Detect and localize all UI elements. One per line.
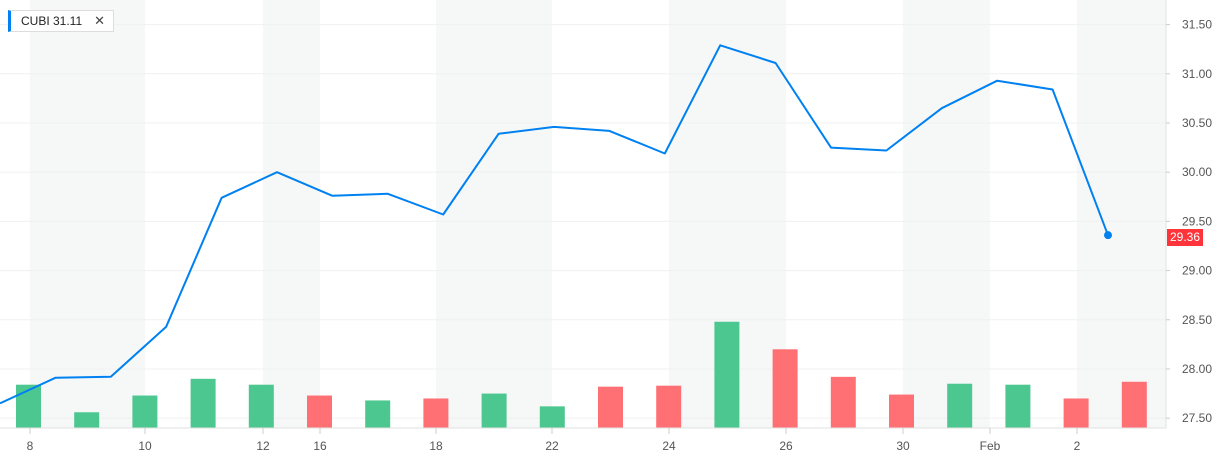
volume-bar xyxy=(656,385,682,428)
volume-bar xyxy=(16,384,41,428)
volume-bar xyxy=(423,398,449,428)
x-tick-label: 12 xyxy=(256,439,270,453)
x-tick-label: 16 xyxy=(313,439,327,453)
volume-bars xyxy=(16,321,1147,428)
volume-bar xyxy=(1005,384,1031,428)
volume-bar xyxy=(772,349,798,428)
volume-bar xyxy=(539,406,565,428)
background-band xyxy=(436,0,552,428)
y-tick-label: 30.00 xyxy=(1182,165,1212,179)
legend-label: CUBI 31.11 xyxy=(21,14,83,28)
y-axis: 27.50 28.00 28.50 29.00 29.50 30.00 30.50 31.00… xyxy=(1166,18,1212,425)
y-tick-label: 31.00 xyxy=(1182,67,1212,81)
price-line xyxy=(0,44,1109,405)
x-tick-label: 26 xyxy=(779,439,793,453)
x-tick-label: 30 xyxy=(896,439,910,453)
background-band xyxy=(30,0,145,428)
y-tick-label: 27.50 xyxy=(1182,411,1212,425)
x-tick-label: 10 xyxy=(138,439,152,453)
volume-bar xyxy=(1121,381,1147,428)
x-tick-label: 8 xyxy=(27,439,34,453)
volume-bar xyxy=(74,412,100,428)
close-icon[interactable]: ✕ xyxy=(94,13,106,28)
y-tick-label: 31.50 xyxy=(1182,18,1212,32)
background-band xyxy=(263,0,320,428)
series-legend[interactable]: CUBI 31.11 ✕ xyxy=(8,10,115,32)
x-tick-label: 2 xyxy=(1074,439,1081,453)
volume-bar xyxy=(481,393,507,428)
background-band xyxy=(903,0,990,428)
volume-bar xyxy=(307,395,332,428)
volume-bar xyxy=(190,378,216,428)
x-tick-label: Feb xyxy=(980,439,1001,453)
volume-bar xyxy=(598,386,623,428)
weekly-background-bands xyxy=(30,0,1166,428)
volume-bar xyxy=(714,321,740,428)
volume-bar xyxy=(830,376,856,428)
last-price-tag: 29.36 xyxy=(1167,229,1204,246)
y-tick-label: 28.50 xyxy=(1182,313,1212,327)
last-price-dot xyxy=(1104,231,1112,240)
volume-bar xyxy=(132,395,158,428)
y-tick-label: 29.50 xyxy=(1182,214,1212,228)
y-tick-label: 29.00 xyxy=(1182,264,1212,278)
x-tick-label: 24 xyxy=(662,439,676,453)
volume-bar xyxy=(365,400,391,428)
x-axis: 8 10 12 16 18 22 24 26 30 Feb 2 xyxy=(27,428,1081,453)
volume-bar xyxy=(1063,398,1089,428)
price-line-series xyxy=(0,44,1112,405)
y-tick-label: 30.50 xyxy=(1182,116,1212,130)
x-tick-label: 22 xyxy=(545,439,559,453)
y-tick-label: 28.00 xyxy=(1182,362,1212,376)
volume-bar xyxy=(889,394,914,428)
x-tick-label: 18 xyxy=(429,439,443,453)
volume-bar xyxy=(947,383,973,428)
background-band xyxy=(1077,0,1166,428)
volume-bar xyxy=(248,384,274,428)
